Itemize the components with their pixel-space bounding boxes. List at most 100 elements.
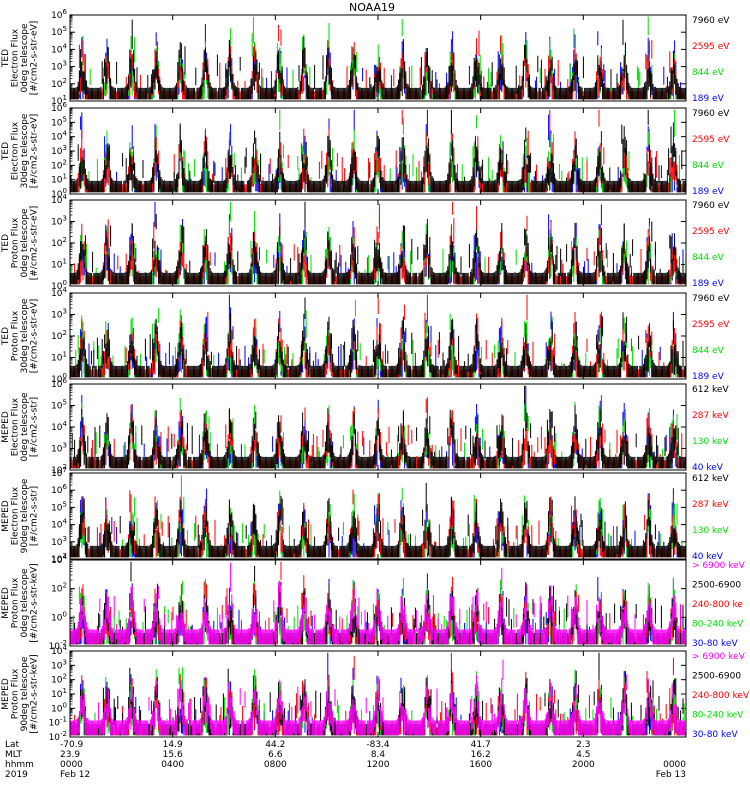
y-tick-label: 102 bbox=[51, 158, 67, 171]
x-tick-label-mlt: 15.6 bbox=[163, 750, 183, 760]
y-axis-label: MEPEDProton Flux0deg telescope[#/cm2-s-s… bbox=[1, 563, 40, 642]
legend-entry: 2595 eV bbox=[692, 320, 730, 330]
y-tick-label: 104 bbox=[51, 286, 67, 299]
y-tick-label: 102 bbox=[51, 582, 67, 595]
y-tick-label: 101 bbox=[51, 351, 67, 364]
legend-entry: 240-800 ke bbox=[692, 600, 743, 610]
x-tick-label-mlt: 16.2 bbox=[471, 750, 491, 760]
y-axis-label-line: Electron Flux bbox=[10, 28, 20, 87]
y-axis-label-line: TED bbox=[1, 49, 11, 68]
y-axis-label-line: 30deg telescope bbox=[20, 113, 30, 188]
legend-entry: 844 eV bbox=[692, 346, 725, 356]
series-trace bbox=[70, 109, 686, 193]
x-tick-label-hhmm: 0400 bbox=[161, 760, 184, 770]
x-tick-label-lat: -83.4 bbox=[366, 740, 390, 750]
legend-entry: 844 eV bbox=[692, 161, 725, 171]
legend-entry: > 6900 keV bbox=[692, 652, 746, 662]
panel-data bbox=[70, 652, 686, 736]
legend-entry: 40 keV bbox=[692, 552, 724, 562]
x-row-label: 2019 bbox=[5, 770, 28, 780]
y-tick-label: 102 bbox=[51, 552, 67, 565]
y-tick-label: 100 bbox=[51, 372, 67, 385]
series-trace bbox=[70, 201, 686, 285]
y-axis-label-line: [#/cm2-s-str-eV] bbox=[29, 114, 39, 189]
x-row-label: Lat bbox=[5, 740, 20, 750]
y-tick-label: 102 bbox=[51, 329, 67, 342]
panel-data bbox=[70, 294, 686, 378]
series-trace bbox=[70, 385, 686, 469]
y-axis-label-line: [#/cm2-s-str-keV] bbox=[29, 654, 39, 733]
y-axis-label-line: MEPED bbox=[1, 500, 11, 532]
x-tick-label-hhmm: 0000 bbox=[663, 760, 686, 770]
x-tick-label-mlt: 6.6 bbox=[268, 750, 283, 760]
panel-data bbox=[70, 109, 686, 193]
y-axis-label-line: Proton Flux bbox=[10, 217, 20, 268]
y-tick-label: 10-1 bbox=[49, 716, 67, 729]
x-tick-label-hhmm: 0000 bbox=[60, 760, 83, 770]
legend-entry: 7960 eV bbox=[692, 109, 730, 119]
panel-5: 102 103 104 105 106 MEPEDElectron Flux0deg te… bbox=[1, 377, 730, 476]
y-tick-label: 102 bbox=[51, 673, 67, 686]
legend-entry: 844 eV bbox=[692, 68, 725, 78]
y-axis-label: TEDProton Flux30deg telescope[#/cm2-s-st… bbox=[1, 298, 40, 373]
series-trace bbox=[70, 297, 686, 378]
y-axis-label-line: Electron Flux bbox=[10, 121, 20, 180]
y-tick-label: 100 bbox=[51, 279, 67, 292]
x-tick-label-date: Feb 13 bbox=[656, 770, 686, 780]
legend-entry: 30-80 keV bbox=[692, 639, 738, 649]
y-tick-label: 104 bbox=[51, 644, 67, 657]
legend-entry: 287 keV bbox=[692, 411, 729, 421]
y-tick-label: 105 bbox=[51, 500, 67, 513]
y-axis-label: TEDElectron Flux0deg telescope[#/cm2-s-s… bbox=[1, 21, 40, 96]
y-axis-label-line: MEPED bbox=[1, 411, 11, 443]
chart-title: NOAA19 bbox=[349, 1, 395, 14]
x-tick-label-lat: 14.9 bbox=[163, 740, 183, 750]
legend-entry: 844 eV bbox=[692, 253, 725, 263]
legend-entry: 189 eV bbox=[692, 94, 725, 104]
legend-entry: 2500-6900 bbox=[692, 672, 741, 682]
y-axis-label-line: 90deg telescope bbox=[20, 478, 30, 553]
y-tick-label: 104 bbox=[51, 130, 67, 143]
y-tick-label: 106 bbox=[51, 101, 67, 114]
legend-entry: 7960 eV bbox=[692, 201, 730, 211]
legend-entry: 80-240 keV bbox=[692, 711, 744, 721]
x-tick-label-mlt: 23.9 bbox=[60, 750, 80, 760]
series-trace bbox=[70, 659, 686, 736]
y-tick-label: 100 bbox=[51, 610, 67, 623]
y-tick-label: 106 bbox=[51, 8, 67, 21]
y-axis-label-line: Electron Flux bbox=[10, 397, 20, 456]
x-tick-label-lat: 2.3 bbox=[576, 740, 590, 750]
y-axis-label-line: 0deg telescope bbox=[20, 392, 30, 462]
y-tick-label: 104 bbox=[51, 42, 67, 55]
panel-data bbox=[70, 561, 686, 645]
legend-entry: 2595 eV bbox=[692, 227, 730, 237]
x-tick-label-hhmm: 1200 bbox=[367, 760, 390, 770]
y-tick-label: 102 bbox=[51, 236, 67, 249]
legend-entry: 287 keV bbox=[692, 500, 729, 510]
panel-data bbox=[70, 201, 686, 285]
y-axis-label-line: 0deg telescope bbox=[20, 23, 30, 93]
y-tick-label: 101 bbox=[51, 173, 67, 186]
y-tick-label: 102 bbox=[51, 77, 67, 90]
series-trace bbox=[70, 482, 686, 558]
y-tick-label: 100 bbox=[51, 187, 67, 200]
y-tick-label: 106 bbox=[51, 377, 67, 390]
y-tick-label: 101 bbox=[51, 687, 67, 700]
y-tick-label: 103 bbox=[51, 60, 67, 73]
y-axis-label-line: MEPED bbox=[1, 587, 11, 619]
legend-entry: 240-800 keV bbox=[692, 691, 750, 701]
y-axis-label-line: [#/cm2-s-str-keV] bbox=[29, 563, 39, 642]
y-tick-label: 105 bbox=[51, 25, 67, 38]
y-axis-label-line: MEPED bbox=[1, 678, 11, 710]
series-trace bbox=[70, 19, 686, 100]
y-tick-label: 101 bbox=[51, 94, 67, 107]
y-axis-label-line: 30deg telescope bbox=[20, 298, 30, 373]
y-axis-label-line: [#/cm2-s-str-eV] bbox=[29, 206, 39, 281]
y-axis-label-line: [#/cm2-s-str] bbox=[29, 486, 39, 546]
y-axis-label-line: TED bbox=[1, 142, 11, 161]
panel-1: 101 102 103 104 105 106 TEDElectron Flux0deg t… bbox=[1, 8, 731, 107]
x-tick-label-lat: 41.7 bbox=[471, 740, 491, 750]
